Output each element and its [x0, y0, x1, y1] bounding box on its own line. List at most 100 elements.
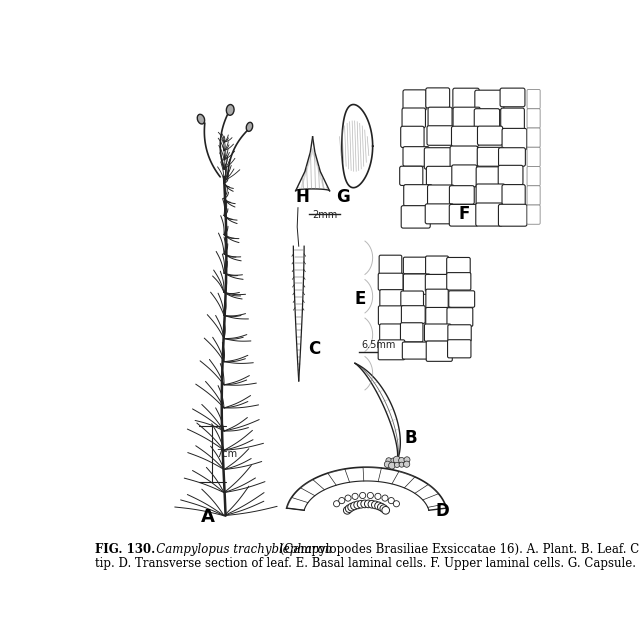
FancyBboxPatch shape: [476, 184, 505, 207]
FancyBboxPatch shape: [427, 125, 453, 145]
FancyBboxPatch shape: [378, 306, 404, 325]
FancyBboxPatch shape: [403, 90, 426, 111]
Circle shape: [384, 461, 391, 468]
Ellipse shape: [246, 122, 253, 131]
FancyBboxPatch shape: [453, 107, 480, 129]
FancyBboxPatch shape: [378, 273, 403, 290]
Polygon shape: [301, 148, 324, 189]
FancyBboxPatch shape: [477, 126, 502, 145]
FancyBboxPatch shape: [447, 308, 473, 326]
FancyBboxPatch shape: [500, 108, 524, 131]
Circle shape: [386, 458, 392, 463]
FancyBboxPatch shape: [379, 255, 402, 276]
FancyBboxPatch shape: [428, 185, 454, 205]
FancyBboxPatch shape: [527, 109, 540, 128]
Circle shape: [388, 497, 394, 504]
FancyBboxPatch shape: [475, 90, 504, 110]
FancyBboxPatch shape: [447, 257, 470, 276]
Circle shape: [394, 462, 399, 467]
FancyBboxPatch shape: [502, 129, 527, 150]
FancyBboxPatch shape: [401, 205, 430, 228]
Circle shape: [382, 506, 390, 514]
FancyBboxPatch shape: [424, 148, 453, 169]
FancyBboxPatch shape: [403, 147, 429, 166]
Circle shape: [357, 500, 365, 508]
Circle shape: [380, 505, 388, 513]
FancyBboxPatch shape: [380, 290, 403, 308]
Circle shape: [388, 462, 396, 469]
Circle shape: [352, 493, 358, 499]
FancyBboxPatch shape: [403, 342, 428, 359]
FancyBboxPatch shape: [452, 165, 477, 187]
Text: G: G: [336, 188, 349, 205]
FancyBboxPatch shape: [451, 126, 479, 147]
Circle shape: [371, 501, 379, 509]
FancyBboxPatch shape: [477, 147, 504, 166]
FancyBboxPatch shape: [424, 324, 451, 341]
Text: E: E: [355, 290, 366, 308]
FancyBboxPatch shape: [426, 289, 448, 309]
FancyBboxPatch shape: [426, 256, 449, 275]
FancyBboxPatch shape: [453, 88, 479, 110]
FancyBboxPatch shape: [401, 323, 423, 342]
Text: 2mm: 2mm: [312, 210, 338, 220]
FancyBboxPatch shape: [499, 148, 525, 166]
FancyBboxPatch shape: [404, 185, 432, 206]
Text: 6.5mm: 6.5mm: [361, 340, 396, 350]
Circle shape: [404, 457, 410, 463]
FancyBboxPatch shape: [403, 257, 427, 274]
Circle shape: [351, 502, 358, 509]
Circle shape: [399, 458, 404, 463]
Circle shape: [368, 500, 376, 508]
FancyBboxPatch shape: [447, 340, 471, 358]
Circle shape: [354, 501, 362, 509]
FancyBboxPatch shape: [378, 340, 404, 360]
Circle shape: [361, 500, 369, 508]
Circle shape: [375, 493, 381, 499]
Circle shape: [333, 500, 340, 507]
Text: C: C: [308, 340, 320, 358]
FancyBboxPatch shape: [449, 186, 474, 204]
FancyBboxPatch shape: [527, 205, 540, 224]
FancyBboxPatch shape: [401, 306, 425, 323]
FancyBboxPatch shape: [527, 166, 540, 186]
Circle shape: [391, 458, 396, 463]
Circle shape: [382, 495, 388, 501]
Text: tip. D. Transverse section of leaf. E. Basal laminal cells. F. Upper laminal cel: tip. D. Transverse section of leaf. E. B…: [95, 557, 640, 570]
Circle shape: [367, 492, 374, 499]
Circle shape: [374, 502, 382, 509]
FancyBboxPatch shape: [447, 273, 471, 290]
Circle shape: [348, 503, 355, 511]
FancyBboxPatch shape: [449, 204, 478, 226]
FancyBboxPatch shape: [380, 324, 404, 342]
Text: Campylopus trachyblepharon: Campylopus trachyblepharon: [145, 543, 332, 556]
Circle shape: [339, 497, 345, 504]
Circle shape: [346, 505, 353, 513]
Circle shape: [360, 492, 365, 499]
Ellipse shape: [227, 104, 234, 115]
FancyBboxPatch shape: [426, 307, 452, 326]
Circle shape: [344, 506, 351, 514]
FancyBboxPatch shape: [498, 165, 523, 185]
FancyBboxPatch shape: [527, 90, 540, 109]
FancyBboxPatch shape: [401, 291, 424, 312]
Text: H: H: [296, 188, 310, 205]
FancyBboxPatch shape: [426, 166, 454, 186]
FancyBboxPatch shape: [500, 88, 525, 107]
Circle shape: [399, 462, 404, 467]
FancyBboxPatch shape: [400, 166, 423, 186]
FancyBboxPatch shape: [476, 167, 503, 188]
Text: F: F: [459, 205, 470, 223]
Text: (Campylopodes Brasiliae Exsiccatae 16). A. Plant. B. Leaf. C. Leaf-: (Campylopodes Brasiliae Exsiccatae 16). …: [276, 543, 640, 556]
FancyBboxPatch shape: [502, 184, 525, 207]
FancyBboxPatch shape: [426, 88, 450, 108]
FancyBboxPatch shape: [401, 126, 424, 147]
Text: B: B: [405, 429, 418, 447]
FancyBboxPatch shape: [527, 128, 540, 147]
FancyBboxPatch shape: [527, 147, 540, 166]
Circle shape: [364, 500, 372, 508]
Text: D: D: [436, 502, 449, 520]
FancyBboxPatch shape: [403, 274, 430, 294]
FancyBboxPatch shape: [449, 291, 475, 307]
Circle shape: [393, 456, 401, 463]
